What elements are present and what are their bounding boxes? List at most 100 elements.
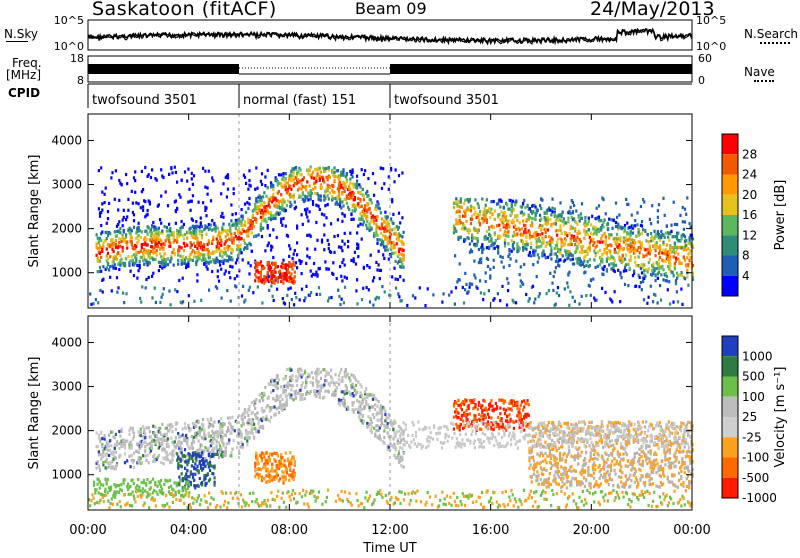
data-cell-power [227,259,229,262]
data-cell-vel [101,437,103,440]
data-cell-vel [315,375,317,378]
data-cell-power-pm [593,231,595,234]
data-cell-power-pm [597,265,599,268]
data-cell-power [205,233,207,236]
data-cell-vel [279,400,281,403]
data-cell-power-pm [589,258,591,261]
data-cell-power [352,209,354,212]
data-cell-vel [162,457,164,460]
data-cell-power-pm [667,236,669,239]
data-cell-power-pm [664,214,666,217]
data-cell-power-low [604,291,606,294]
data-cell-vel [105,466,107,469]
data-cell-power-pm [540,228,542,231]
data-cell-vel [341,380,343,383]
data-cell-power-pm [644,248,646,251]
data-cell-vel [371,431,373,434]
data-cell-power-pm [648,240,650,243]
data-cell-power [160,195,162,198]
data-cell-power [220,215,222,218]
data-cell-power [184,233,186,236]
data-cell-vel [113,452,115,455]
data-cell-power-pm [535,237,537,240]
data-cell-vel [109,449,111,452]
data-cell-power [113,267,115,270]
data-cell-power-pm [557,229,559,232]
data-cell-vel [236,421,238,424]
colorbar-tick-power: 24 [742,168,757,182]
data-cell-power-patch [286,279,288,282]
data-cell-power [280,218,282,221]
data-cell-vel [230,431,232,434]
data-cell-power-low [230,300,232,303]
data-cell-power [306,207,308,210]
data-cell-power [187,168,189,171]
data-cell-power-low [155,301,157,304]
data-cell-vel [241,435,243,438]
data-cell-vel-blue [189,453,191,456]
data-cell-power-pm [623,270,625,273]
data-cell-power [250,184,252,187]
data-cell-vel [263,418,265,421]
data-cell-power [115,239,117,242]
data-cell-vel [98,453,100,456]
data-cell-power-pm [655,254,657,257]
data-cell-power-pm [689,222,691,225]
data-cell-power [151,275,153,278]
data-cell-vel-blue [214,464,216,467]
data-cell-vel [220,417,222,420]
data-cell-vel [348,376,350,379]
data-cell-power [144,166,146,169]
data-cell-power [101,191,103,194]
data-cell-power-pm [587,253,589,256]
data-cell-power [328,243,330,246]
data-cell-power [272,228,274,231]
data-cell-power [379,238,381,241]
data-cell-power-pm [584,255,586,258]
data-cell-power [211,229,213,232]
data-cell-power [341,279,343,282]
data-cell-power [346,180,348,183]
data-cell-power-pm [624,224,626,227]
data-cell-vel [374,434,376,437]
data-cell-power-pm [590,232,592,235]
data-cell-power-low [574,300,576,303]
data-cell-power-low [419,286,421,289]
data-cell-power-pm [593,241,595,244]
data-cell-power [378,203,380,206]
data-cell-power-pm [572,254,574,257]
data-cell-power-patch [281,272,283,275]
data-cell-power [307,172,309,175]
data-cell-power-pm [678,262,680,265]
data-cell-power [160,168,162,171]
data-cell-power [221,212,223,215]
ytick-label-power: 1000 [51,266,82,280]
data-cell-power-pm [516,214,518,217]
data-cell-power [316,172,318,175]
data-cell-vel [119,435,121,438]
data-cell-power [173,264,175,267]
data-cell-power [241,237,243,240]
data-cell-power [215,227,217,230]
data-cell-power [281,178,283,181]
data-cell-power [290,195,292,198]
data-cell-power [316,273,318,276]
data-cell-power-pm [478,217,480,220]
data-cell-power-low [268,289,270,292]
data-cell-power-low [614,290,616,293]
data-cell-power-pm [541,224,543,227]
data-cell-power-low [174,288,176,291]
data-cell-vel [132,427,134,430]
data-cell-power-pm [491,213,493,216]
data-cell-power-pm [529,231,531,234]
data-cell-power-pm [641,224,643,227]
data-cell-vel [290,388,292,391]
data-cell-power-pm [608,263,610,266]
data-cell-vel [116,444,118,447]
data-cell-power [107,258,109,261]
data-cell-vel-blue [194,473,196,476]
data-cell-vel [201,436,203,439]
data-cell-vel [286,394,288,397]
data-cell-vel [154,426,156,429]
data-cell-vel [358,400,360,403]
